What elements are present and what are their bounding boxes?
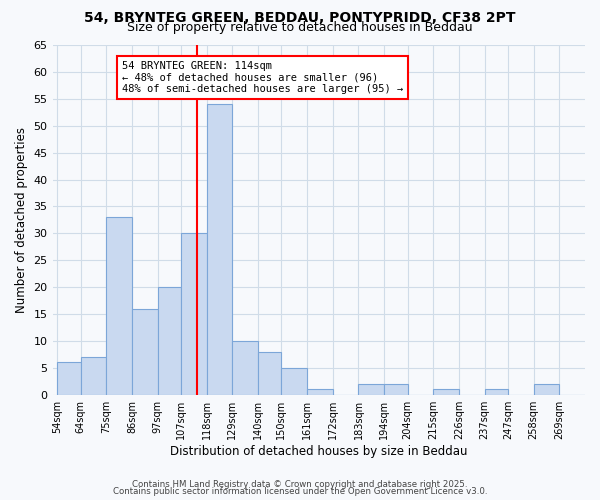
Bar [132,308,158,394]
Bar [358,384,384,394]
Text: 54, BRYNTEG GREEN, BEDDAU, PONTYPRIDD, CF38 2PT: 54, BRYNTEG GREEN, BEDDAU, PONTYPRIDD, C… [84,11,516,25]
Bar [106,217,132,394]
Y-axis label: Number of detached properties: Number of detached properties [15,127,28,313]
Bar [307,390,333,394]
Bar [281,368,307,394]
Bar [433,390,459,394]
Bar [206,104,232,395]
Bar [181,234,206,394]
Text: Contains public sector information licensed under the Open Government Licence v3: Contains public sector information licen… [113,487,487,496]
Bar [533,384,559,394]
Bar [57,362,80,394]
Text: Size of property relative to detached houses in Beddau: Size of property relative to detached ho… [127,22,473,35]
Bar [80,357,106,395]
Bar [384,384,407,394]
Bar [258,352,281,395]
Text: 54 BRYNTEG GREEN: 114sqm
← 48% of detached houses are smaller (96)
48% of semi-d: 54 BRYNTEG GREEN: 114sqm ← 48% of detach… [122,60,403,94]
Text: Contains HM Land Registry data © Crown copyright and database right 2025.: Contains HM Land Registry data © Crown c… [132,480,468,489]
Bar [485,390,508,394]
Bar [232,341,258,394]
X-axis label: Distribution of detached houses by size in Beddau: Distribution of detached houses by size … [170,444,467,458]
Bar [158,287,181,395]
